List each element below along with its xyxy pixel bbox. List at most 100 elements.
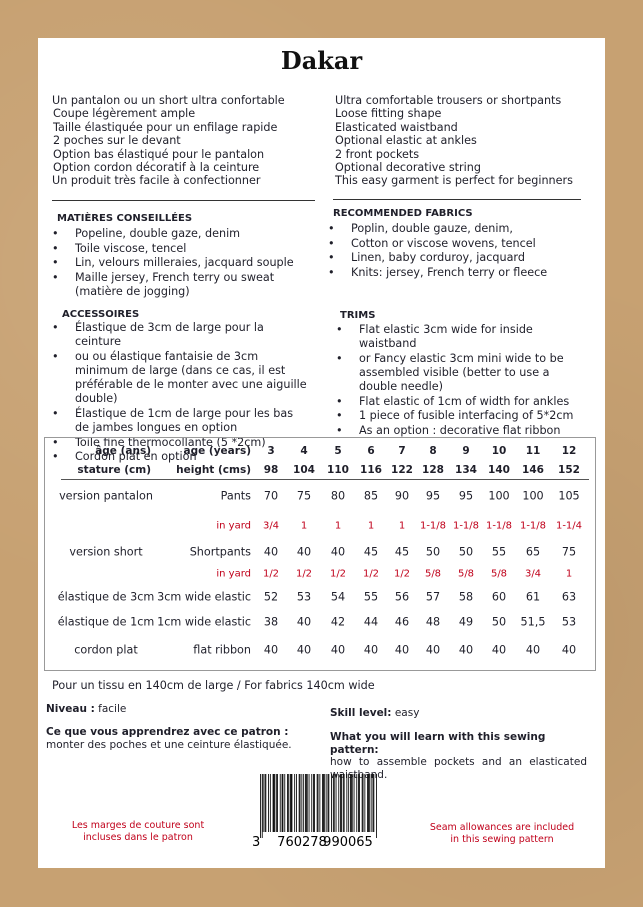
table-cell: 55 <box>363 590 379 604</box>
barcode-bar <box>314 774 315 832</box>
table-cell: in yard <box>216 520 251 532</box>
barcode-bar <box>303 774 305 832</box>
table-cell: Pants <box>220 489 251 503</box>
table-cell: 40 <box>330 545 346 559</box>
barcode-bar <box>305 774 306 832</box>
list-item: Popeline, double gaze, denim <box>52 227 314 241</box>
barcode-bar <box>356 774 358 832</box>
table-cell: 63 <box>561 590 577 604</box>
list-item: Flat elastic of 1cm of width for ankles <box>336 395 582 409</box>
table-cell: 75 <box>296 489 312 503</box>
table-cell: 1 <box>565 568 573 580</box>
table-cell: 95 <box>458 489 474 503</box>
table-cell: 12 <box>561 445 577 457</box>
table-cell: flat ribbon <box>193 643 251 657</box>
barcode-bar <box>353 774 355 832</box>
intro-line: This easy garment is perfect for beginne… <box>335 174 573 188</box>
barcode-bar <box>323 774 325 832</box>
table-cell: 40 <box>263 545 279 559</box>
line: incluses dans le patron <box>83 832 193 843</box>
barcode-bar <box>301 774 303 832</box>
header-rule <box>61 479 589 480</box>
intro-line: Option bas élastiqué pour le pantalon <box>53 147 265 161</box>
list: Élastique de 3cm de large pour la ceintu… <box>52 321 308 465</box>
barcode-bar <box>282 774 284 832</box>
table-cell: 70 <box>263 489 279 503</box>
table-cell: 134 <box>455 464 477 476</box>
table-cell: 40 <box>296 545 312 559</box>
heading: TRIMS <box>340 310 376 321</box>
list-item: Poplin, double gauze, denim, <box>328 222 578 236</box>
barcode-bar <box>364 774 366 832</box>
barcode-bar <box>373 774 375 832</box>
table-cell: 40 <box>425 643 441 657</box>
table-cell: 53 <box>296 590 312 604</box>
table-cell: 1cm wide elastic <box>157 615 251 629</box>
size-table: âge (ans) age (years) 3 4 5 6 7 8 9 10 11 12 stature… <box>44 437 596 671</box>
table-cell: Shortpants <box>189 545 251 559</box>
list-item: 1 piece of fusible interfacing of 5*2cm <box>336 409 582 423</box>
table-cell: 50 <box>458 545 474 559</box>
list-item: Toile fine thermocollante (5 *2cm) <box>52 436 308 450</box>
table-cell: 5/8 <box>457 568 475 580</box>
barcode-bar <box>298 774 300 832</box>
table-cell: 110 <box>327 464 349 476</box>
table-cell: 55 <box>491 545 507 559</box>
line: in this sewing pattern <box>450 834 554 845</box>
table-cell: 80 <box>330 489 346 503</box>
intro-line: Optional elastic at ankles <box>335 134 477 148</box>
barcode-bar <box>372 774 374 832</box>
barcode-bar <box>281 774 283 832</box>
table-cell: 57 <box>425 590 441 604</box>
list-item: As an option : decorative flat ribbon <box>336 424 582 438</box>
table-cell: 1/2 <box>362 568 380 580</box>
table-cell: 152 <box>558 464 580 476</box>
barcode-bar <box>274 774 276 832</box>
table-cell: 46 <box>394 615 410 629</box>
text: monter des poches et une ceinture élasti… <box>46 738 292 751</box>
table-cell: height (cms) <box>176 464 251 476</box>
barcode: 3 760278 990065 <box>252 774 377 850</box>
table-cell: 5 <box>334 445 342 457</box>
table-cell: 11 <box>525 445 541 457</box>
barcode-digit: 3 <box>252 835 260 850</box>
table-cell: 48 <box>425 615 441 629</box>
barcode-bar <box>261 774 263 838</box>
table-cell: 75 <box>561 545 577 559</box>
barcode-bar <box>376 774 377 838</box>
barcode-bar <box>299 774 301 832</box>
table-cell: version pantalon <box>59 489 153 503</box>
list: Poplin, double gauze, denim,Cotton or vi… <box>328 222 578 280</box>
barcode-bar <box>351 774 353 832</box>
barcode-bar <box>316 774 318 832</box>
barcode-bar <box>322 774 323 832</box>
barcode-bar <box>264 774 266 832</box>
barcode-bar <box>348 774 350 832</box>
table-cell: 65 <box>525 545 541 559</box>
list-item: Maille jersey, French terry ou sweat (ma… <box>52 271 314 299</box>
barcode-bar <box>260 774 261 838</box>
intro-line: Taille élastiquée pour un enfilage rapid… <box>53 120 278 134</box>
table-cell: 40 <box>330 643 346 657</box>
table-cell: 6 <box>367 445 375 457</box>
barcode-bar <box>341 774 342 832</box>
table-cell: élastique de 1cm <box>57 615 155 629</box>
line: Seam allowances are included <box>429 822 575 833</box>
table-cell: 95 <box>425 489 441 503</box>
barcode-bar <box>268 774 269 832</box>
table-cell: 58 <box>458 590 474 604</box>
list-item: Flat elastic 3cm wide for inside waistba… <box>336 323 582 351</box>
table-cell: 40 <box>394 643 410 657</box>
barcode-bar <box>319 774 321 832</box>
barcode-bar <box>359 774 360 832</box>
table-cell: 40 <box>296 643 312 657</box>
table-cell: 1/2 <box>329 568 347 580</box>
barcode-bar <box>289 774 291 832</box>
table-cell: cordon plat <box>74 643 138 657</box>
list-item: Élastique de 1cm de large pour les bas d… <box>52 407 308 435</box>
barcode-bar <box>287 774 288 832</box>
title: Dakar <box>280 46 363 75</box>
table-cell: 50 <box>425 545 441 559</box>
barcode-bar <box>335 774 337 832</box>
intro-line: Ultra comfortable trousers or shortpants <box>335 94 562 107</box>
